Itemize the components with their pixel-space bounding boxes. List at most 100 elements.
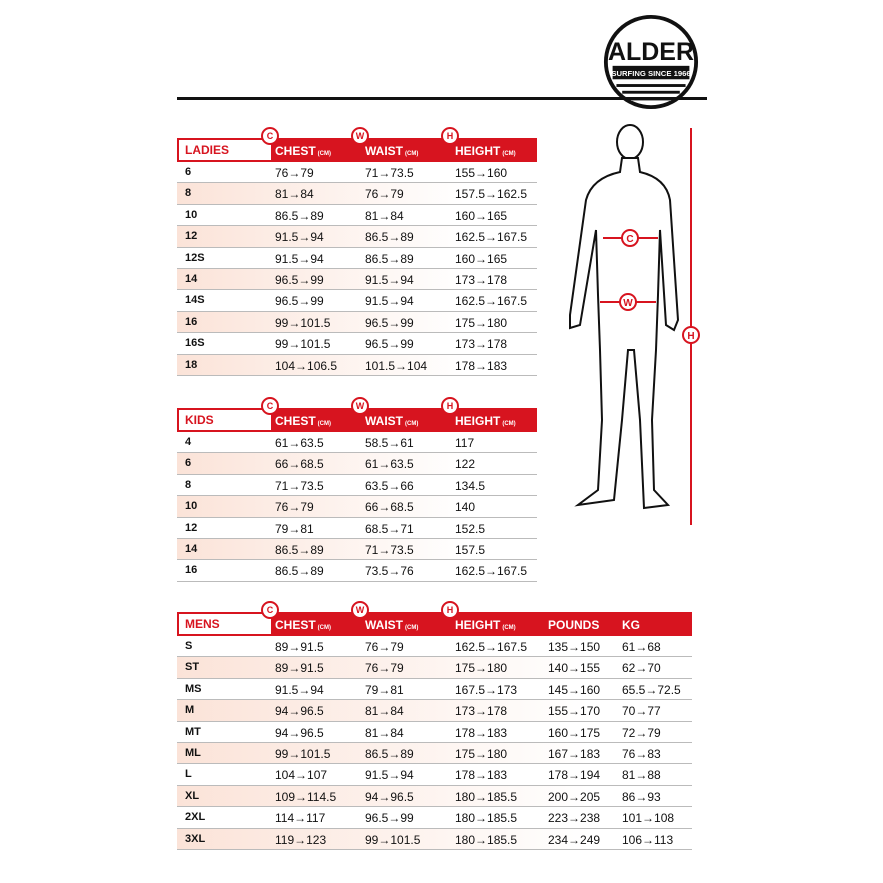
value-cell: 162.5→167.5 xyxy=(455,294,528,309)
value-cell: 99→101.5 xyxy=(275,746,331,761)
value-cell: 173→178 xyxy=(455,337,508,352)
value-cell: 96.5→99 xyxy=(365,315,414,330)
value-cell: 76→79 xyxy=(275,500,314,515)
column-header: WAIST (CM) xyxy=(365,144,418,158)
column-header: CHEST (CM) xyxy=(275,414,331,428)
value-cell: 162.5→167.5 xyxy=(455,230,528,245)
value-cell: 61→63.5 xyxy=(365,457,414,472)
value-cell: 86.5→89 xyxy=(275,564,324,579)
value-cell: 114→117 xyxy=(275,811,326,826)
value-cell: 96.5→99 xyxy=(365,811,414,826)
column-unit: (CM) xyxy=(502,151,516,157)
value-cell: 223→238 xyxy=(548,811,601,826)
table-row: 4 61→63.5 58.5→61 117 xyxy=(177,432,537,454)
column-name: HEIGHT xyxy=(455,414,501,428)
table-header: KIDS CHEST (CM) C WAIST (CM) W HEIGHT (CM) H xyxy=(177,397,537,432)
waist-marker: W xyxy=(623,298,633,309)
size-cell: 14S xyxy=(185,294,205,307)
column-header: KG xyxy=(622,618,640,632)
ladies-size-table: LADIES CHEST (CM) C WAIST (CM) W HEIGHT (CM) H 6 76… xyxy=(177,127,537,376)
table-label: LADIES xyxy=(177,138,273,162)
value-cell: 104→107 xyxy=(275,768,328,783)
value-cell: 160→165 xyxy=(455,251,508,266)
value-cell: 140→155 xyxy=(548,661,601,676)
column-unit: (CM) xyxy=(317,151,331,157)
mens-size-table: MENS CHEST (CM) C WAIST (CM) W HEIGHT (CM) H POUND… xyxy=(177,601,692,850)
waist-badge: W xyxy=(351,397,369,415)
table-row: 10 86.5→89 81→84 160→165 xyxy=(177,205,537,227)
size-cell: 4 xyxy=(185,436,192,448)
table-row: MT 94→96.5 81→84 178→183 160→175 72→79 xyxy=(177,722,692,743)
size-cell: 14 xyxy=(185,272,198,285)
table-row: 6 66→68.5 61→63.5 122 xyxy=(177,453,537,475)
value-cell: 58.5→61 xyxy=(365,436,414,450)
table-row: 12S 91.5→94 86.5→89 160→165 xyxy=(177,248,537,269)
header-divider xyxy=(177,97,707,100)
value-cell: 200→205 xyxy=(548,789,601,804)
value-cell: 160→175 xyxy=(548,725,601,740)
value-cell: 178→183 xyxy=(455,725,508,740)
value-cell: 94→96.5 xyxy=(275,725,324,740)
value-cell: 86.5→89 xyxy=(365,746,414,761)
wetsuit-silhouette xyxy=(569,124,680,510)
table-row: 10 76→79 66→68.5 140 xyxy=(177,496,537,518)
column-name: CHEST xyxy=(275,618,316,632)
value-cell: 86.5→89 xyxy=(365,251,414,266)
logo-wordmark: ALDER xyxy=(608,38,694,66)
size-cell: 8 xyxy=(185,187,192,200)
table-row: L 104→107 91.5→94 178→183 178→194 81→88 xyxy=(177,764,692,786)
value-cell: 86.5→89 xyxy=(365,230,414,245)
value-cell: 155→170 xyxy=(548,704,601,719)
size-cell: 8 xyxy=(185,478,192,491)
column-header: CHEST (CM) xyxy=(275,618,331,632)
value-cell: 99→101.5 xyxy=(365,832,421,847)
value-cell: 62→70 xyxy=(622,661,661,676)
size-cell: 18 xyxy=(185,358,198,371)
size-cell: MT xyxy=(185,725,201,738)
column-name: KG xyxy=(622,618,640,632)
value-cell: 178→194 xyxy=(548,768,601,783)
value-cell: 175→180 xyxy=(455,746,508,761)
value-cell: 104→106.5 xyxy=(275,358,338,373)
value-cell: 180→185.5 xyxy=(455,789,518,804)
column-name: CHEST xyxy=(275,414,316,428)
table-header: LADIES CHEST (CM) C WAIST (CM) W HEIGHT (CM) H xyxy=(177,127,537,162)
value-cell: 76→83 xyxy=(622,746,661,761)
column-unit: (CM) xyxy=(317,625,331,631)
value-cell: 86→93 xyxy=(622,789,661,804)
value-cell: 140 xyxy=(455,500,476,515)
value-cell: 117 xyxy=(455,436,475,450)
value-cell: 73.5→76 xyxy=(365,564,414,579)
chest-badge: C xyxy=(261,397,279,415)
value-cell: 81→84 xyxy=(365,725,404,740)
size-cell: 10 xyxy=(185,208,198,221)
column-name: POUNDS xyxy=(548,618,600,632)
value-cell: 81→84 xyxy=(365,704,404,719)
value-cell: 71→73.5 xyxy=(365,166,414,180)
value-cell: 76→79 xyxy=(365,187,404,202)
value-cell: 89→91.5 xyxy=(275,640,324,654)
table-header: MENS CHEST (CM) C WAIST (CM) W HEIGHT (CM) H POUND… xyxy=(177,601,692,636)
value-cell: 71→73.5 xyxy=(275,478,324,493)
table-row: 14 96.5→99 91.5→94 173→178 xyxy=(177,268,537,291)
value-cell: 61→68 xyxy=(622,640,661,654)
value-cell: 79→81 xyxy=(275,521,314,536)
column-header: HEIGHT (CM) xyxy=(455,618,516,632)
column-name: CHEST xyxy=(275,144,316,158)
value-cell: 68.5→71 xyxy=(365,521,414,536)
value-cell: 178→183 xyxy=(455,358,508,373)
value-cell: 167→183 xyxy=(548,746,601,761)
value-cell: 76→79 xyxy=(275,166,314,180)
table-row: 18 104→106.5 101.5→104 178→183 xyxy=(177,354,537,376)
value-cell: 96.5→99 xyxy=(275,272,324,287)
body-measurement-figure: C W H xyxy=(569,124,700,525)
value-cell: 91.5→94 xyxy=(275,251,324,266)
value-cell: 109→114.5 xyxy=(275,789,337,804)
value-cell: 134.5 xyxy=(455,478,486,493)
size-cell: ST xyxy=(185,661,200,674)
size-cell: 12S xyxy=(185,251,205,264)
table-row: 12 79→81 68.5→71 152.5 xyxy=(177,518,537,539)
table-row: 8 81→84 76→79 157.5→162.5 xyxy=(177,183,537,205)
waist-badge: W xyxy=(351,601,369,619)
value-cell: 180→185.5 xyxy=(455,832,518,847)
